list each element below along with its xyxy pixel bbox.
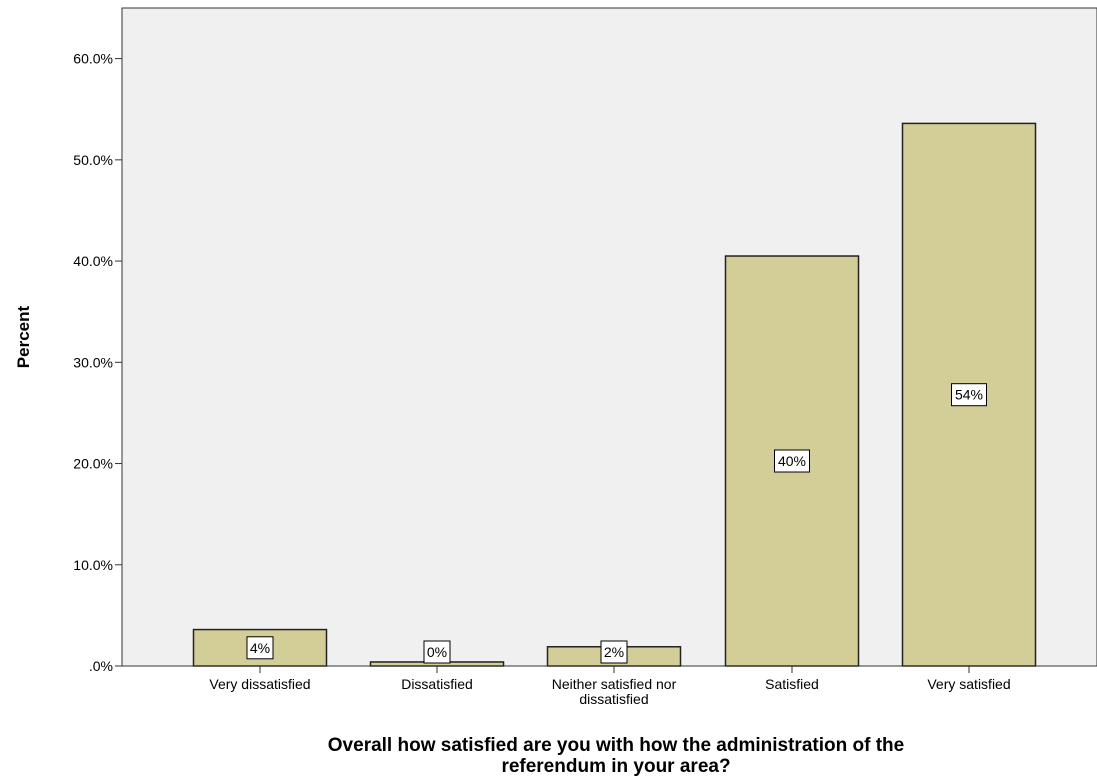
y-tick-label: 50.0% xyxy=(73,152,113,168)
y-tick-label: 40.0% xyxy=(73,253,113,269)
x-axis: Very dissatisfied Dissatisfied Neither sat… xyxy=(122,665,1097,707)
x-tick-label: Dissatisfied xyxy=(401,676,473,692)
data-label-box xyxy=(600,640,628,664)
x-tick-label: Very dissatisfied xyxy=(209,676,310,692)
y-tick-label: 30.0% xyxy=(73,354,113,370)
y-tick-label: 10.0% xyxy=(73,557,113,573)
x-axis-title-line: referendum in your area? xyxy=(501,756,730,776)
data-label: 0% xyxy=(427,644,447,660)
x-tick-label: dissatisfied xyxy=(579,691,648,707)
data-label: 54% xyxy=(955,387,983,403)
data-label: 4% xyxy=(250,640,270,656)
y-tick-label: .0% xyxy=(89,658,113,674)
x-axis-title-group: Overall how satisfied are you with how t… xyxy=(328,735,904,777)
x-axis-title-line: Overall how satisfied are you with how t… xyxy=(328,735,904,756)
y-axis-title-group: Percent xyxy=(14,305,33,368)
bars-group: 4% 0% 2% 40% 54% xyxy=(192,122,1037,667)
data-label: 2% xyxy=(604,644,624,660)
y-axis: .0% 10.0% 20.0% 30.0% 40.0% 50.0% 60.0% xyxy=(73,8,123,674)
y-tick-label: 20.0% xyxy=(73,456,113,472)
x-tick-label: Satisfied xyxy=(765,676,819,692)
data-label-box xyxy=(246,636,274,660)
x-tick-label: Very satisfied xyxy=(927,676,1010,692)
data-label: 40% xyxy=(778,453,806,469)
y-axis-title: Percent xyxy=(14,305,33,368)
data-label-box xyxy=(423,640,451,664)
x-tick-label: Neither satisfied nor xyxy=(552,676,677,692)
data-label-box xyxy=(951,383,987,407)
data-label-box xyxy=(774,449,810,473)
y-tick-label: 60.0% xyxy=(73,51,113,67)
